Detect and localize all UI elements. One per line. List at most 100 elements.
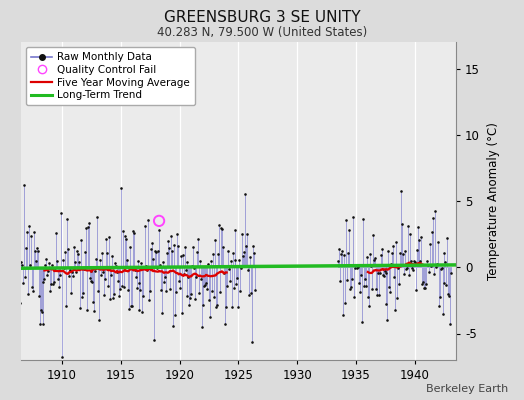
Point (418, 281, 426, 287)
Point (42, 256, 51, 262)
Point (130, 267, 139, 273)
Point (18, 262, 26, 268)
Point (83, 224, 92, 230)
Point (48, 261, 57, 268)
Point (85, 275, 94, 282)
Point (136, 287, 145, 293)
Text: Berkeley Earth: Berkeley Earth (426, 384, 508, 394)
Point (74, 259, 83, 265)
Point (377, 246, 386, 252)
Point (249, 243, 257, 250)
Point (125, 306, 133, 312)
Point (431, 207, 439, 214)
Point (15, 240, 23, 247)
Point (59, 257, 67, 263)
Point (357, 272, 365, 279)
Point (39, 279, 48, 285)
Legend: Raw Monthly Data, Quality Control Fail, Five Year Moving Average, Long-Term Tren: Raw Monthly Data, Quality Control Fail, … (26, 47, 195, 106)
Point (134, 280, 143, 286)
Point (64, 245, 72, 252)
Point (169, 323, 177, 329)
Point (81, 225, 90, 232)
Point (230, 285, 238, 292)
Point (416, 258, 424, 265)
Point (102, 236, 111, 242)
Point (353, 265, 361, 272)
Point (53, 258, 61, 264)
Point (362, 283, 370, 289)
Point (66, 267, 74, 274)
Point (447, 270, 455, 276)
Point (93, 214, 102, 220)
Point (118, 227, 127, 234)
Point (439, 310, 447, 317)
Point (170, 242, 178, 248)
Point (385, 284, 394, 290)
Point (226, 258, 235, 264)
Point (181, 267, 190, 274)
Point (176, 284, 184, 291)
Point (390, 274, 399, 281)
Point (26, 262, 34, 268)
Point (215, 221, 223, 228)
Point (118, 283, 126, 290)
Point (182, 293, 191, 299)
Point (158, 310, 166, 316)
Point (359, 282, 368, 289)
Point (58, 354, 67, 360)
Point (112, 263, 120, 269)
Point (429, 215, 437, 221)
Point (349, 214, 357, 220)
Point (187, 291, 195, 297)
Point (206, 314, 214, 320)
Point (334, 258, 343, 264)
Point (144, 217, 152, 223)
Point (344, 250, 352, 256)
Point (43, 271, 51, 278)
Point (430, 271, 438, 277)
Point (109, 294, 117, 301)
Point (359, 215, 367, 222)
Point (11, 252, 19, 258)
Point (409, 266, 417, 273)
Point (44, 268, 52, 274)
Point (237, 264, 246, 271)
Point (67, 290, 75, 296)
Point (440, 280, 449, 286)
Point (162, 288, 170, 294)
Point (186, 295, 194, 301)
Point (192, 274, 201, 280)
Point (231, 256, 239, 263)
Point (171, 288, 180, 295)
Point (388, 250, 397, 256)
Point (119, 284, 128, 290)
Point (427, 263, 435, 269)
Point (250, 250, 258, 256)
Point (424, 269, 433, 275)
Point (401, 247, 409, 254)
Point (243, 231, 252, 238)
Point (127, 303, 136, 309)
Point (56, 272, 64, 278)
Point (247, 290, 255, 296)
Point (88, 278, 96, 284)
Point (387, 260, 396, 267)
Point (38, 320, 47, 327)
Point (129, 230, 138, 236)
Point (36, 306, 45, 313)
Point (354, 264, 362, 270)
Point (25, 223, 33, 229)
Text: 40.283 N, 79.500 W (United States): 40.283 N, 79.500 W (United States) (157, 26, 367, 39)
Point (404, 223, 412, 230)
Point (375, 270, 384, 276)
Point (190, 265, 199, 271)
Point (73, 251, 82, 257)
Point (28, 284, 36, 290)
Point (55, 283, 63, 290)
Point (31, 258, 40, 264)
Point (32, 245, 41, 251)
Point (152, 249, 160, 255)
Point (45, 259, 53, 266)
Point (235, 257, 244, 263)
Point (95, 316, 104, 323)
